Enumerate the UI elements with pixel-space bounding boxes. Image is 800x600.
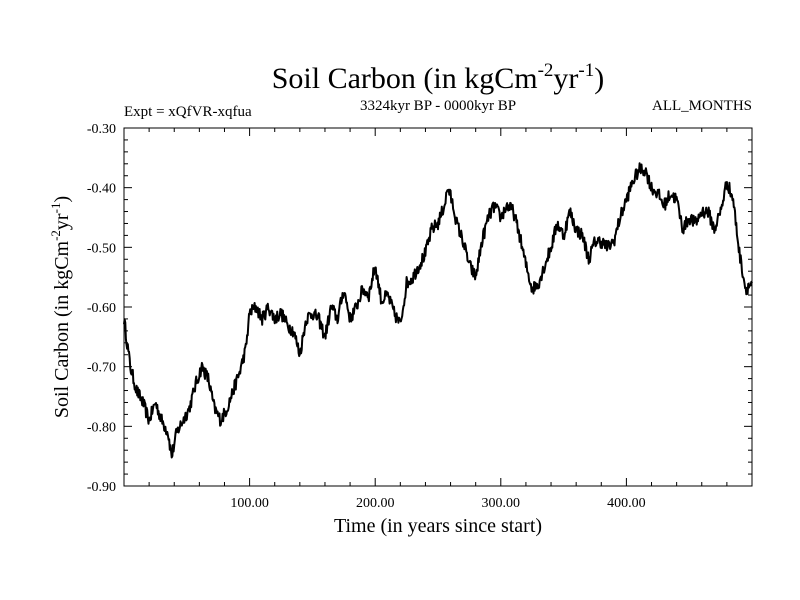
- period-label: 3324kyr BP - 0000kyr BP: [360, 98, 516, 114]
- x-tick-label: 200.00: [356, 496, 395, 511]
- x-axis-label: Time (in years since start): [334, 515, 542, 537]
- x-tick-label: 300.00: [482, 496, 521, 511]
- y-tick-label: -0.30: [87, 122, 116, 137]
- x-axis-ticks: 100.00 200.00 300.00 400.00: [148, 128, 728, 511]
- y-tick-label: -0.70: [87, 361, 116, 376]
- experiment-label: Expt = xQfVR-xqfua: [124, 104, 252, 120]
- x-tick-label: 400.00: [607, 496, 646, 511]
- y-tick-label: -0.60: [87, 301, 116, 316]
- x-tick-label: 100.00: [230, 496, 269, 511]
- soil-carbon-series-line: [123, 162, 753, 459]
- chart-title: Soil Carbon (in kgCm-2yr-1): [272, 60, 605, 95]
- y-tick-label: -0.40: [87, 182, 116, 197]
- y-axis-label: Soil Carbon (in kgCm-2yr-1): [48, 196, 73, 418]
- y-axis-ticks: -0.90 -0.80 -0.70 -0.60 -0.50 -0.40 -0.30: [87, 122, 752, 495]
- y-tick-label: -0.90: [87, 480, 116, 495]
- y-tick-label: -0.80: [87, 420, 116, 435]
- months-label: ALL_MONTHS: [652, 98, 752, 114]
- plot-area-frame: [123, 127, 753, 487]
- y-tick-label: -0.50: [87, 241, 116, 256]
